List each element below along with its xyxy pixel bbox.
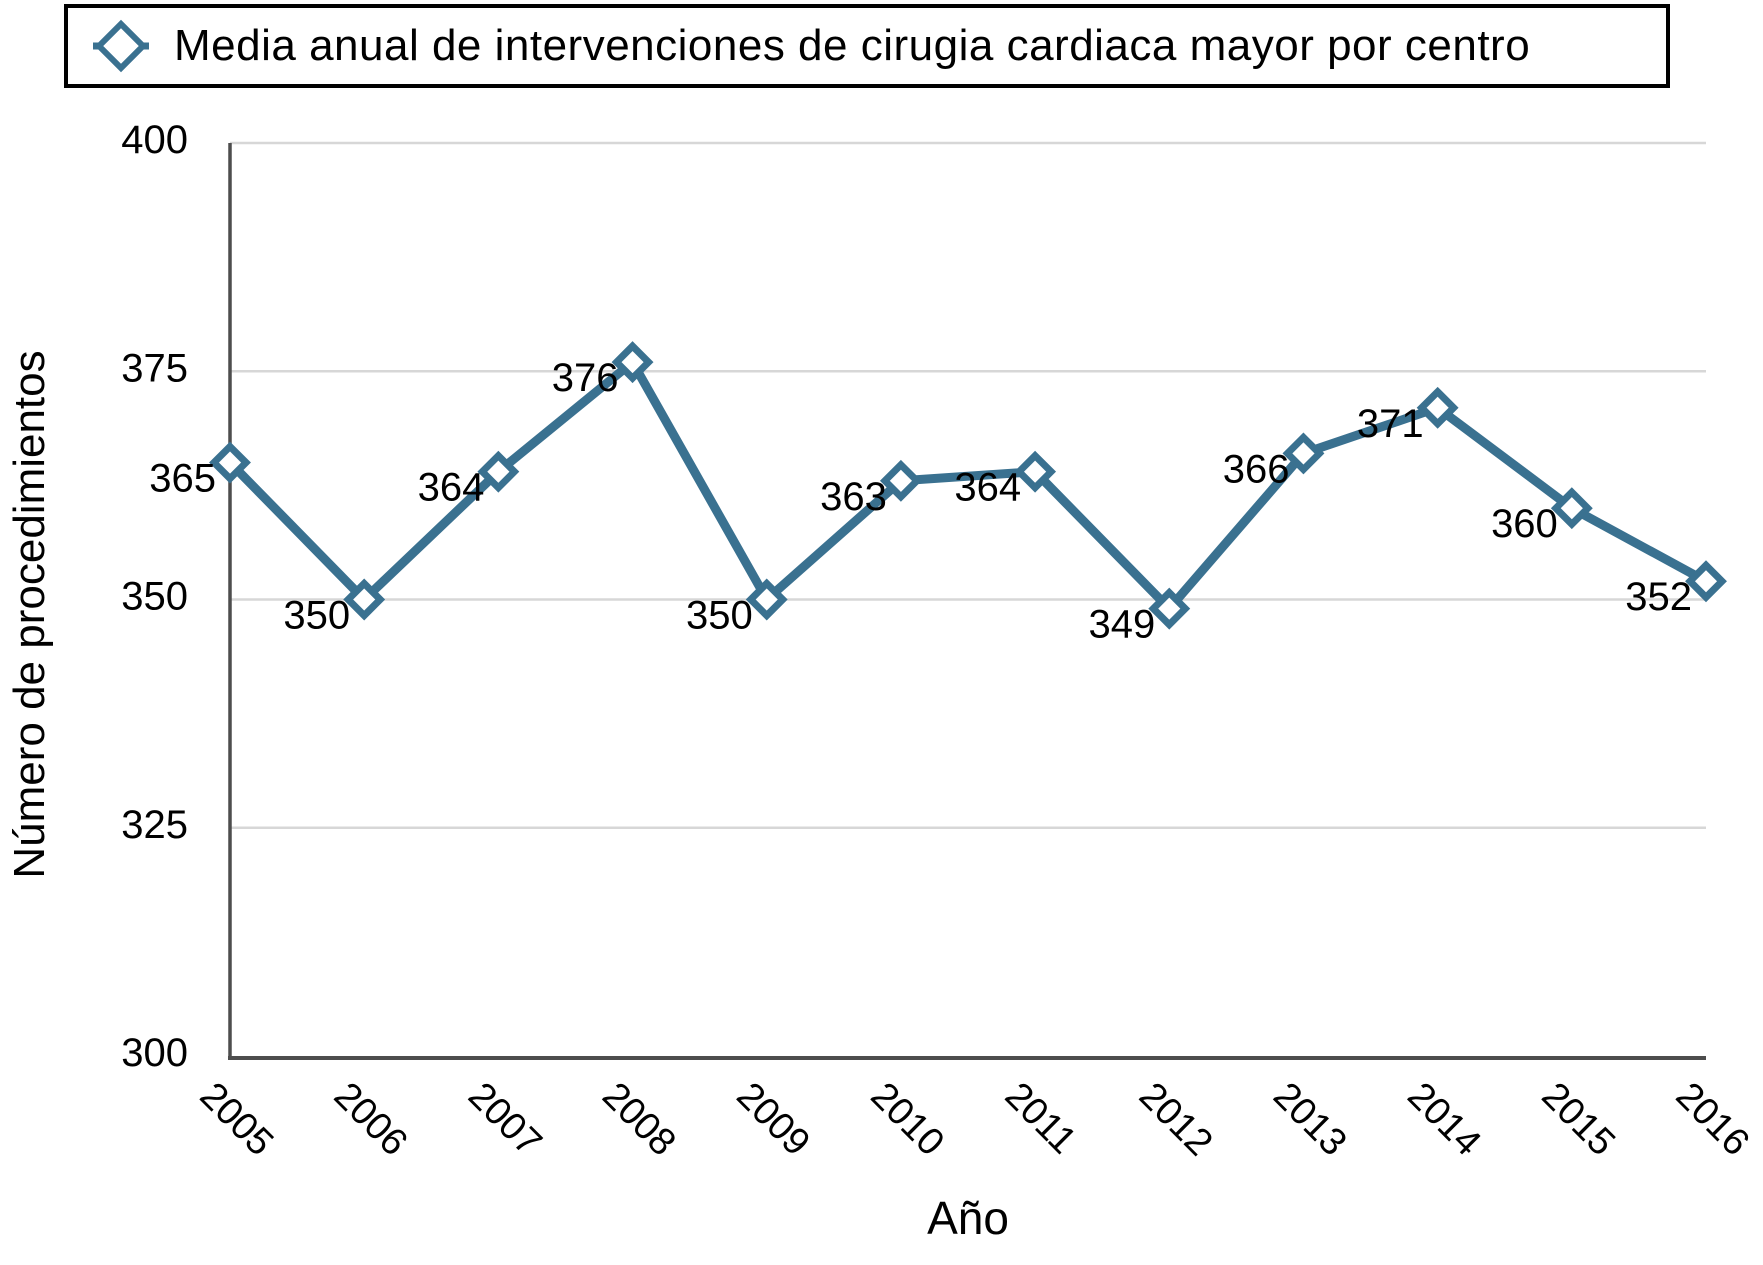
y-tick-label: 325 bbox=[121, 803, 188, 847]
x-tick-label: 2006 bbox=[326, 1075, 415, 1164]
x-tick-label: 2007 bbox=[460, 1075, 549, 1164]
series-line bbox=[225, 355, 1711, 616]
x-tick-label: 2005 bbox=[192, 1075, 281, 1164]
data-label: 350 bbox=[686, 594, 753, 638]
data-point-marker bbox=[209, 441, 251, 484]
data-label: 371 bbox=[1357, 402, 1424, 446]
x-axis-title: Año bbox=[927, 1192, 1009, 1244]
x-tick-label: 2012 bbox=[1131, 1075, 1220, 1164]
data-point-marker bbox=[1282, 432, 1325, 475]
y-tick-label: 375 bbox=[121, 346, 188, 390]
legend-diamond-marker-icon bbox=[93, 19, 149, 73]
data-point-marker bbox=[1148, 587, 1191, 630]
legend-label: Media anual de intervenciones de cirugia… bbox=[174, 21, 1531, 70]
data-point-marker bbox=[1014, 450, 1057, 493]
x-tick-label: 2015 bbox=[1533, 1075, 1622, 1164]
x-tick-label: 2008 bbox=[594, 1075, 683, 1164]
data-point-marker bbox=[477, 450, 520, 493]
data-point-marker bbox=[1416, 386, 1459, 429]
x-tick-label: 2011 bbox=[997, 1075, 1084, 1162]
data-label: 366 bbox=[1223, 447, 1290, 491]
data-label: 376 bbox=[552, 356, 619, 400]
data-point-marker bbox=[1685, 560, 1727, 603]
y-tick-label: 300 bbox=[121, 1031, 188, 1075]
y-tick-label: 400 bbox=[121, 118, 188, 162]
data-point-marker bbox=[745, 578, 788, 621]
data-label: 349 bbox=[1089, 603, 1156, 647]
data-label: 363 bbox=[820, 475, 887, 519]
data-label: 350 bbox=[283, 594, 350, 638]
x-tick-label: 2010 bbox=[863, 1075, 952, 1164]
x-tick-label: 2013 bbox=[1265, 1075, 1354, 1164]
y-axis-title: Número de procedimientos bbox=[5, 350, 54, 878]
data-label: 360 bbox=[1491, 502, 1558, 546]
x-tick-label: 2014 bbox=[1399, 1075, 1488, 1164]
x-tick-label: 2009 bbox=[728, 1075, 817, 1164]
data-label: 352 bbox=[1625, 575, 1692, 619]
x-tick-label: 2016 bbox=[1668, 1075, 1757, 1164]
data-label: 365 bbox=[149, 457, 216, 501]
data-label: 364 bbox=[418, 466, 485, 510]
y-tick-label: 350 bbox=[121, 575, 188, 619]
data-point-marker bbox=[611, 341, 654, 384]
data-point-marker bbox=[343, 578, 386, 621]
data-point-marker bbox=[879, 459, 922, 502]
data-label: 364 bbox=[954, 466, 1021, 510]
legend: Media anual de intervenciones de cirugia… bbox=[64, 4, 1670, 88]
data-point-marker bbox=[1550, 487, 1593, 530]
